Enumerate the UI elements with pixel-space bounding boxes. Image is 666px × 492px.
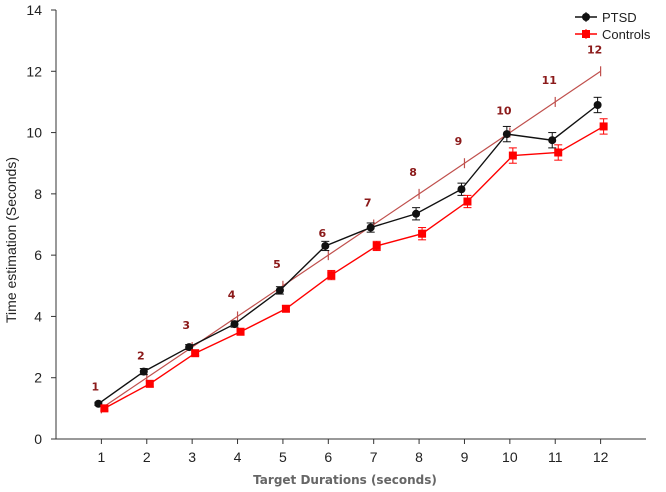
data-point <box>554 148 563 157</box>
data-point <box>230 320 239 329</box>
y-tick-label: 0 <box>34 431 42 447</box>
data-point <box>145 379 154 388</box>
reference-label: 6 <box>318 227 326 240</box>
data-point <box>366 223 375 232</box>
series-ptsd <box>94 96 602 408</box>
data-point <box>100 404 109 413</box>
x-axis-title: Target Durations (seconds) <box>253 473 437 487</box>
data-point <box>457 185 466 194</box>
y-tick-label: 12 <box>26 63 42 79</box>
data-point <box>281 304 290 313</box>
data-point <box>321 241 330 250</box>
x-tick-label: 6 <box>324 449 332 465</box>
data-point <box>275 286 284 295</box>
legend-label: PTSD <box>602 10 637 25</box>
y-tick-label: 4 <box>34 308 42 324</box>
x-tick-label: 8 <box>415 449 423 465</box>
data-point <box>412 209 421 218</box>
data-point <box>502 130 511 139</box>
reference-label: 12 <box>587 43 602 56</box>
x-tick-label: 10 <box>502 449 518 465</box>
reference-label: 1 <box>92 380 100 393</box>
legend-marker <box>582 13 590 21</box>
data-point <box>508 151 517 160</box>
y-tick-label: 10 <box>26 125 42 141</box>
reference-label: 2 <box>137 350 145 363</box>
y-tick-label: 8 <box>34 186 42 202</box>
x-tick-label: 7 <box>370 449 378 465</box>
y-tick-label: 6 <box>34 247 42 263</box>
reference-label: 3 <box>182 319 190 332</box>
data-point <box>327 271 336 280</box>
y-axis-title: Time estimation (Seconds) <box>3 157 19 323</box>
data-point <box>191 349 200 358</box>
legend-marker <box>582 30 590 38</box>
reference-label: 9 <box>455 135 463 148</box>
y-tick-label: 2 <box>34 370 42 386</box>
x-tick-label: 3 <box>188 449 196 465</box>
data-point <box>139 367 148 376</box>
x-tick-label: 5 <box>279 449 287 465</box>
data-point <box>236 327 245 336</box>
data-point <box>599 122 608 131</box>
data-point <box>185 343 194 352</box>
x-tick-label: 12 <box>593 449 609 465</box>
legend: PTSD Controls <box>575 10 651 42</box>
reference-label: 8 <box>409 166 417 179</box>
data-point <box>463 197 472 206</box>
reference-label: 7 <box>364 197 372 210</box>
reference-label: 11 <box>542 74 557 87</box>
reference-line <box>101 70 601 409</box>
reference-label: 4 <box>228 288 236 301</box>
data-point <box>548 136 557 145</box>
x-tick-label: 1 <box>97 449 105 465</box>
x-tick-label: 9 <box>461 449 469 465</box>
data-point <box>418 229 427 238</box>
series-controls <box>100 118 608 413</box>
x-tick-label: 11 <box>548 449 563 465</box>
reference-label: 5 <box>273 258 281 271</box>
legend-label: Controls <box>602 27 651 42</box>
x-tick-label: 2 <box>143 449 151 465</box>
data-point <box>372 241 381 250</box>
series-layer <box>94 96 608 413</box>
data-point <box>593 100 602 109</box>
x-tick-label: 4 <box>234 449 242 465</box>
series-line <box>104 125 604 409</box>
reference-label: 10 <box>496 105 512 118</box>
series-line <box>97 104 599 405</box>
y-tick-label: 14 <box>26 2 42 18</box>
